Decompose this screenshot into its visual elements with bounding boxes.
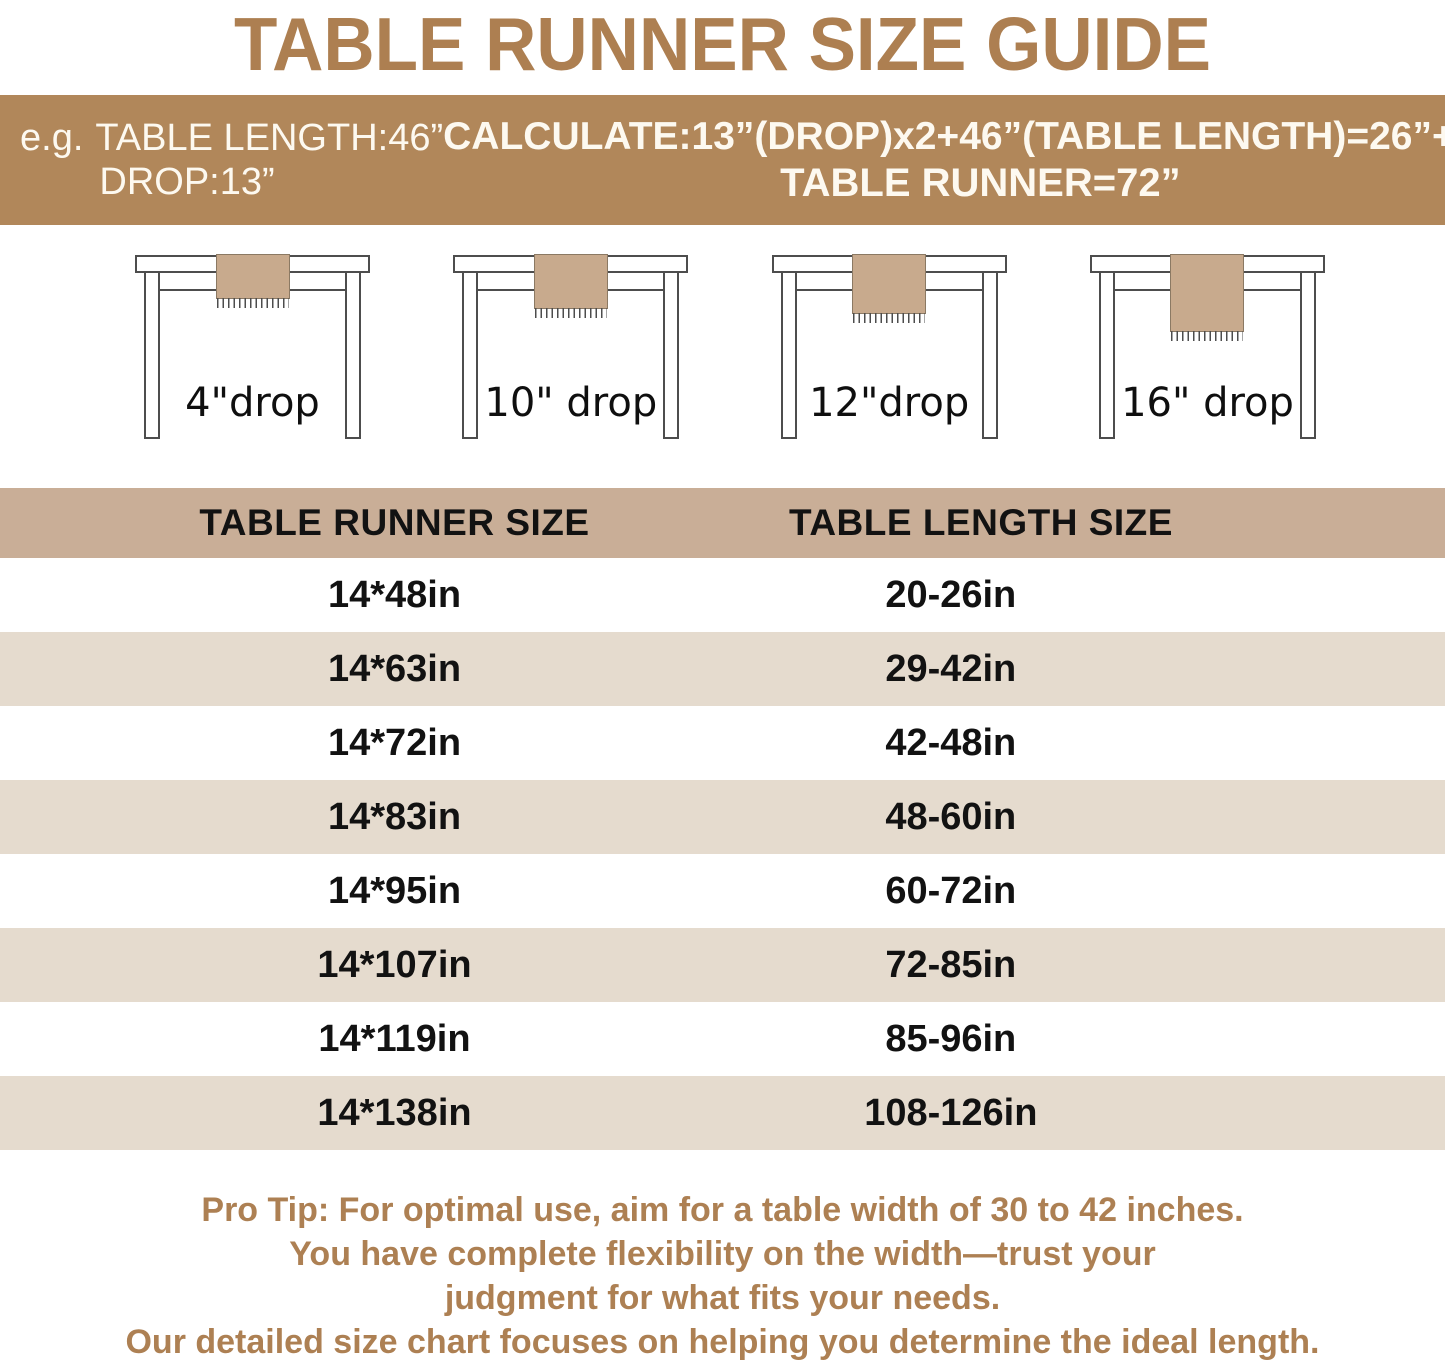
table-row: 14*138in 108-126in [0, 1076, 1445, 1150]
example-banner: e.g. TABLE LENGTH:46” DROP:13” CALCULATE… [0, 95, 1445, 225]
pro-tip-line: You have complete flexibility on the wid… [289, 1235, 1156, 1273]
pro-tip-line: Pro Tip: For optimal use, aim for a tabl… [201, 1191, 1244, 1229]
table-diagram-10in-drop: 10" drop [453, 245, 689, 450]
table-row: 14*95in 60-72in [0, 854, 1445, 928]
size-chart-header: TABLE RUNNER SIZE TABLE LENGTH SIZE [0, 488, 1445, 558]
table-leg [1299, 271, 1316, 439]
table-runner [852, 254, 927, 314]
table-row: 14*119in 85-96in [0, 1002, 1445, 1076]
runner-size-cell: 14*63in [327, 647, 462, 690]
table-leg [345, 271, 361, 439]
pro-tip-line: Our detailed size chart focuses on helpi… [125, 1323, 1320, 1361]
runner-size-cell: 14*138in [317, 1091, 472, 1134]
table-length-cell: 85-96in [885, 1017, 1017, 1060]
example-table-length: TABLE LENGTH:46” [95, 117, 444, 159]
drop-label: 16" drop [1121, 380, 1294, 426]
column-header-runner-size: TABLE RUNNER SIZE [199, 502, 590, 543]
example-block: e.g. TABLE LENGTH:46” DROP:13” [0, 116, 443, 204]
pro-tip: Pro Tip: For optimal use, aim for a tabl… [0, 1188, 1445, 1364]
runner-size-cell: 14*48in [327, 573, 462, 616]
table-row: 14*63in 29-42in [0, 632, 1445, 706]
runner-fringe [1171, 331, 1244, 341]
runner-size-cell: 14*95in [327, 869, 462, 912]
table-length-cell: 108-126in [864, 1091, 1038, 1134]
example-drop: DROP:13” [99, 161, 275, 203]
table-leg [144, 271, 160, 439]
runner-size-cell: 14*72in [327, 721, 462, 764]
table-length-cell: 48-60in [885, 795, 1017, 838]
runner-fringe [853, 313, 926, 323]
table-leg [1098, 271, 1115, 439]
runner-size-cell: 14*107in [317, 943, 472, 986]
table-length-cell: 72-85in [885, 943, 1017, 986]
table-leg [663, 271, 680, 439]
size-chart: TABLE RUNNER SIZE TABLE LENGTH SIZE 14*4… [0, 488, 1445, 1150]
runner-size-cell: 14*83in [327, 795, 462, 838]
table-leg [462, 271, 479, 439]
table-row: 14*107in 72-85in [0, 928, 1445, 1002]
table-diagram-12in-drop: 12"drop [771, 245, 1007, 450]
pro-tip-line: judgment for what fits your needs. [444, 1279, 1001, 1317]
table-length-cell: 60-72in [885, 869, 1017, 912]
table-leg [780, 271, 797, 439]
drop-label: 12"drop [809, 380, 970, 426]
table-length-cell: 29-42in [885, 647, 1017, 690]
table-length-cell: 42-48in [885, 721, 1017, 764]
runner-fringe [216, 298, 289, 308]
table-runner [1170, 254, 1245, 332]
drop-label: 10" drop [484, 380, 658, 426]
table-row: 14*72in 42-48in [0, 706, 1445, 780]
table-leg [981, 271, 998, 439]
table-row: 14*83in 48-60in [0, 780, 1445, 854]
page-title: TABLE RUNNER SIZE GUIDE [234, 3, 1211, 87]
column-header-table-length: TABLE LENGTH SIZE [788, 502, 1173, 543]
example-prefix: e.g. [20, 117, 84, 159]
calculation-result: TABLE RUNNER=72” [780, 161, 1181, 205]
drop-diagrams: 4"drop 10" drop 12"drop 16" drop [0, 245, 1445, 450]
calculation-formula: CALCULATE:13”(DROP)x2+46”(TABLE LENGTH)=… [443, 115, 1445, 158]
table-runner [533, 254, 608, 309]
table-diagram-4in-drop: 4"drop [135, 245, 370, 450]
table-row: 14*48in 20-26in [0, 558, 1445, 632]
calculation-block: CALCULATE:13”(DROP)x2+46”(TABLE LENGTH)=… [443, 114, 1445, 206]
drop-label: 4"drop [185, 380, 320, 426]
runner-fringe [534, 308, 607, 318]
table-length-cell: 20-26in [885, 573, 1017, 616]
runner-size-cell: 14*119in [318, 1017, 471, 1060]
table-runner [215, 254, 290, 299]
table-diagram-16in-drop: 16" drop [1089, 245, 1325, 450]
